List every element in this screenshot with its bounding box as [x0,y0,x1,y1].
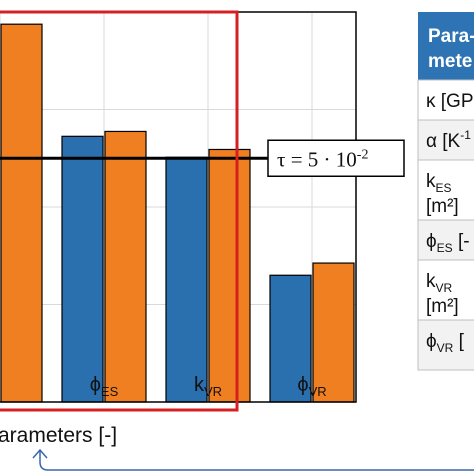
threshold-label: τ = 5 · 10-2 [277,147,368,171]
table-cell-text: ϕES [- [426,231,470,255]
chart-bars [0,23,355,403]
table-row [417,319,474,371]
x-axis-title: arameters [-] [0,424,117,447]
bar-1-2 [61,135,104,403]
table-header-cell [418,12,474,80]
threshold-label-main: τ = 5 · 10 [277,147,357,171]
x-tick-label: ϕVR [297,374,326,399]
highlight-box [0,10,239,412]
arrow-connector [39,450,474,471]
arrow-up-icon [32,448,48,459]
table-row [417,79,474,121]
table-cell-text: kVR [426,271,453,295]
bar-2-2 [104,130,147,403]
x-tick-label: ϕES [90,374,119,399]
x-tick-labels: ϕES kVR ϕVR [90,374,327,399]
threshold-label-exponent: -2 [357,147,369,162]
table-cell-text: α [K-1 [426,128,471,152]
threshold-label-box: τ = 5 · 10-2 [267,139,405,177]
table-cell-text: ϕVR [ [426,331,465,355]
bar-2-3 [208,148,251,403]
bar-2-1 [0,23,43,403]
table-row [417,259,474,321]
table-row [417,159,474,221]
table-cell-text: κ [GP [426,91,474,112]
table-header-text: Para- [428,26,474,47]
table-cell-text: [m²] [426,296,459,317]
bar-2-4 [312,262,355,403]
table-row [417,119,474,161]
table-row [417,219,474,261]
bar-1-3 [165,156,208,403]
table-cell-text: kES [426,171,452,195]
table-header-text: mete [428,51,472,72]
table-cell-text: [m²] [426,196,459,217]
x-tick-label: kVR [194,374,222,399]
